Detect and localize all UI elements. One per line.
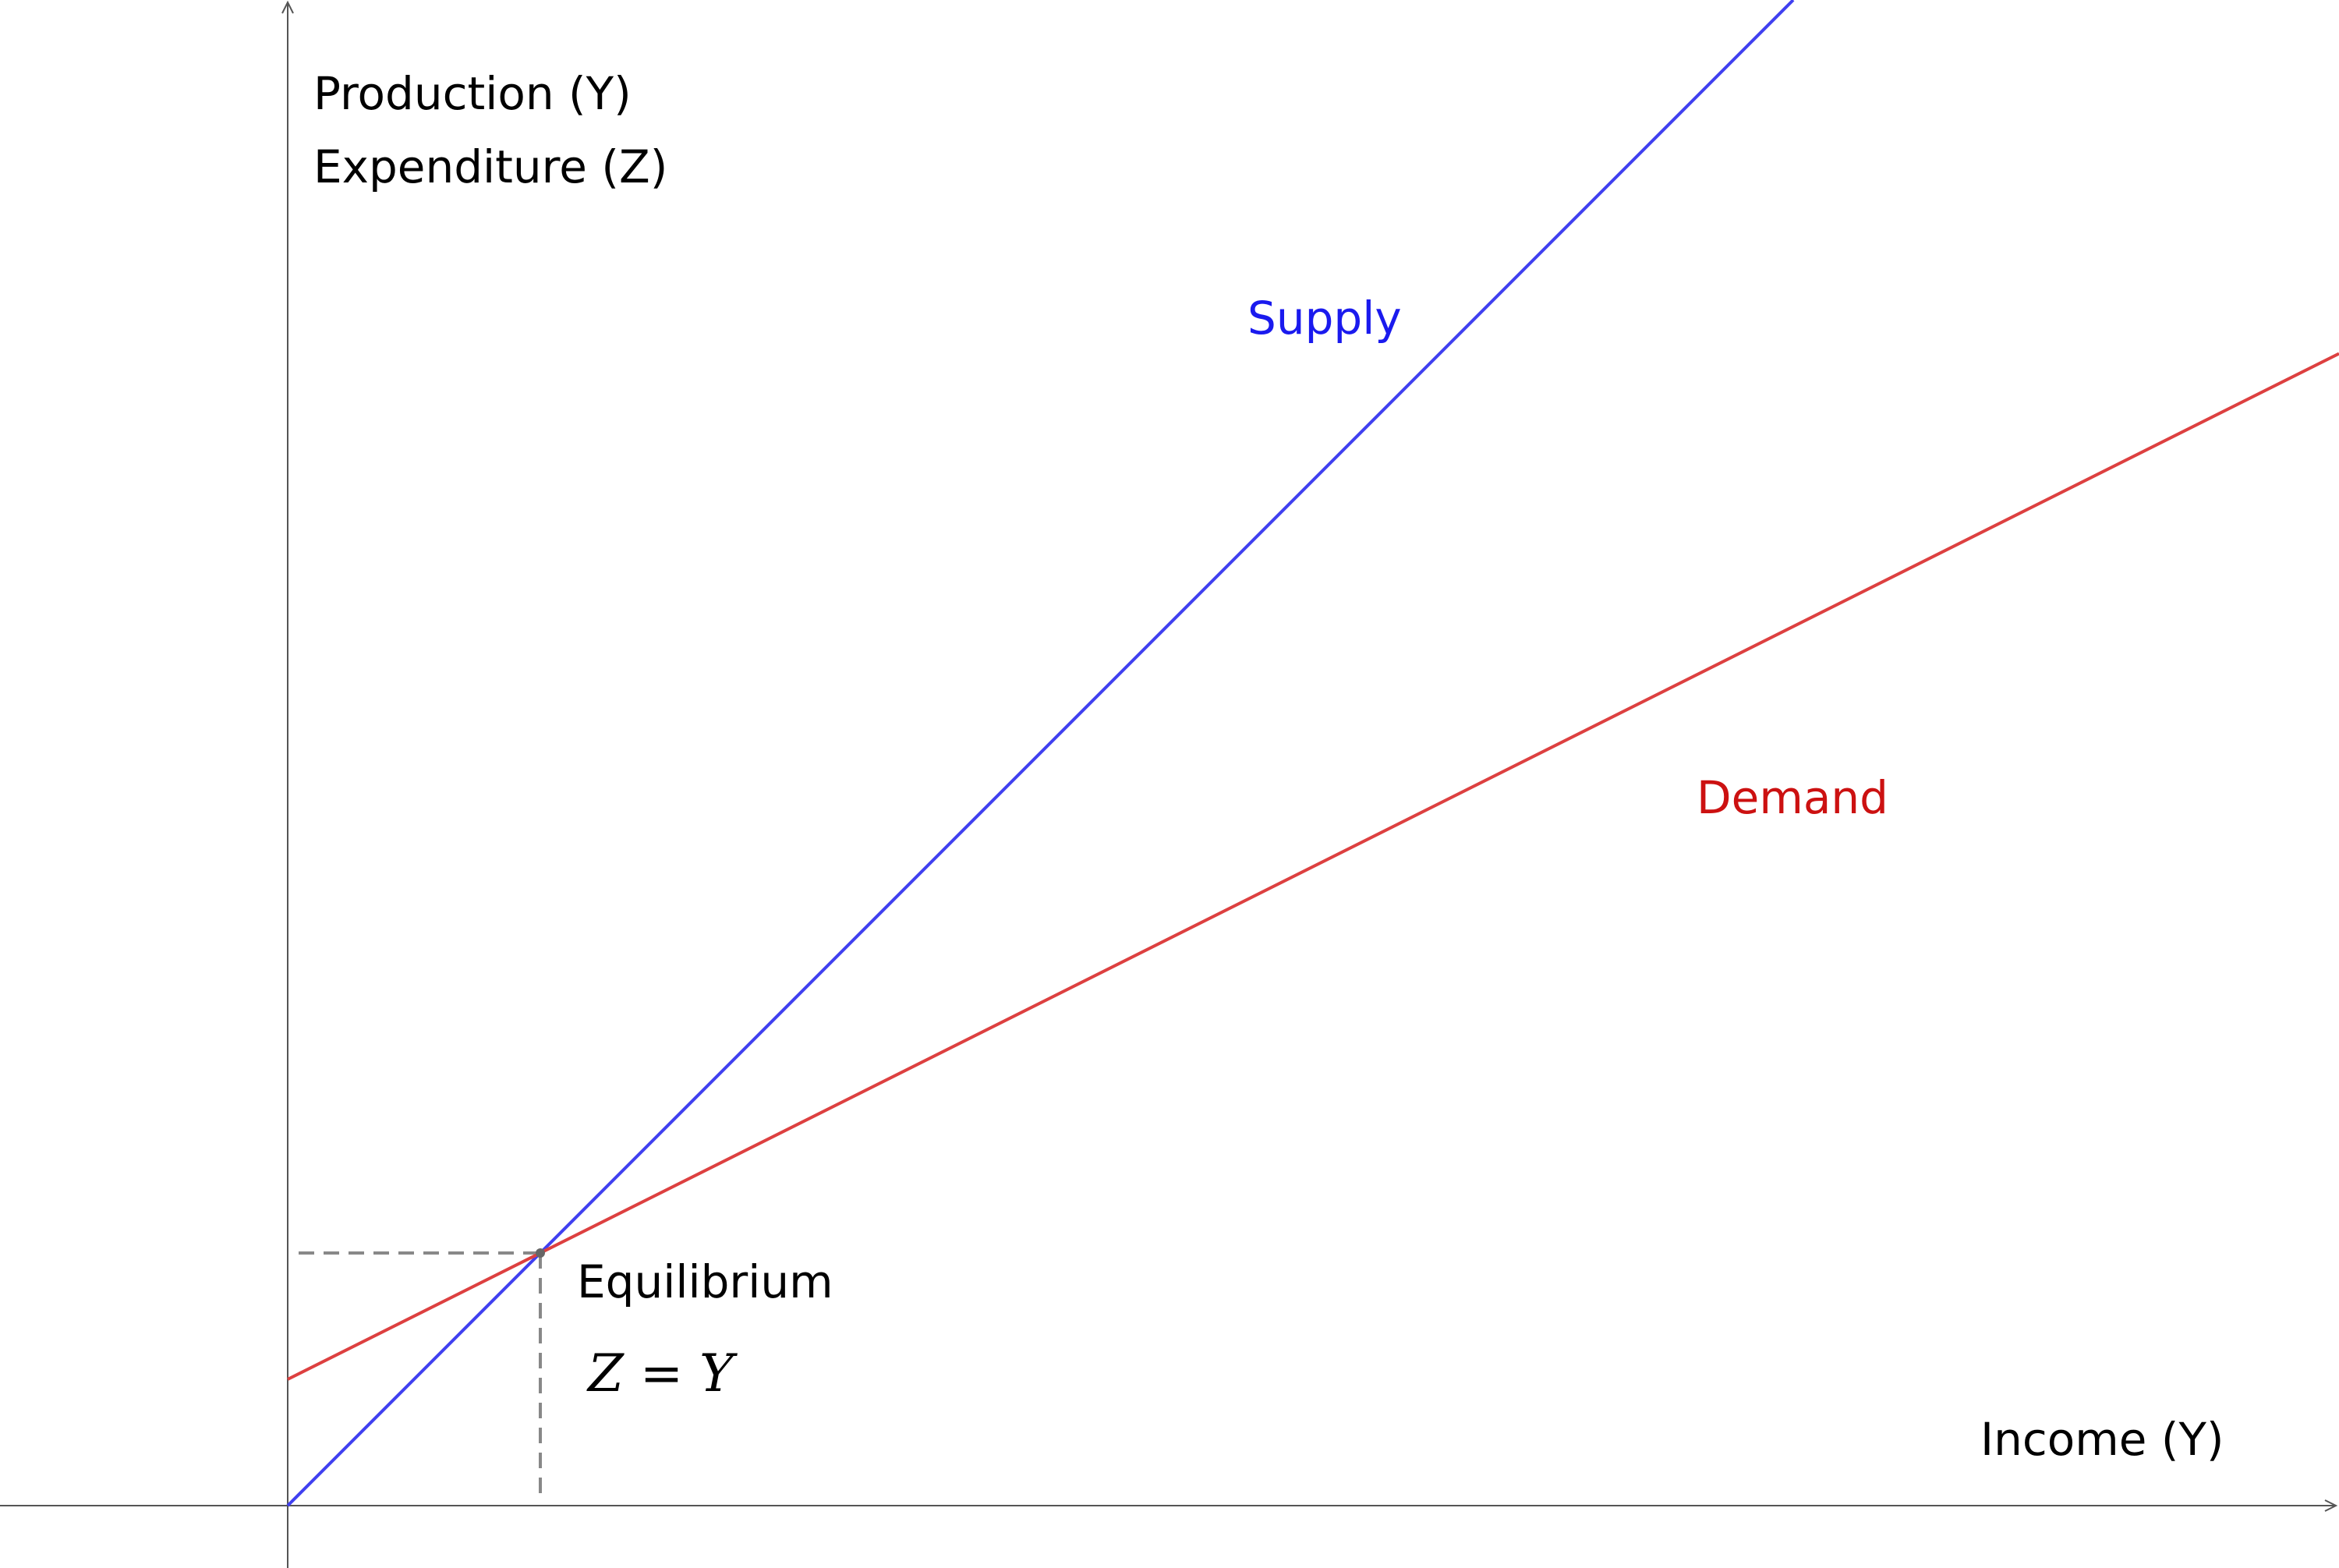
demand-line [287, 352, 2339, 1381]
x-axis-label: Income (Y) [1980, 1413, 2224, 1466]
equilibrium-equation: Z = Y [586, 1343, 738, 1403]
x-axis-arrow-icon [2324, 1499, 2338, 1512]
supply-series-label: Supply [1247, 292, 1402, 345]
equilibrium-point [536, 1248, 545, 1258]
supply-line [286, 0, 1795, 1507]
demand-series-label: Demand [1697, 771, 1888, 824]
y-axis-label-line-1: Production (Y) [313, 67, 632, 120]
equilibrium-label: Equilibrium [577, 1255, 833, 1308]
y-axis-label-line-2: Expenditure (Z) [313, 140, 667, 193]
y-axis-arrow-icon [281, 0, 294, 14]
